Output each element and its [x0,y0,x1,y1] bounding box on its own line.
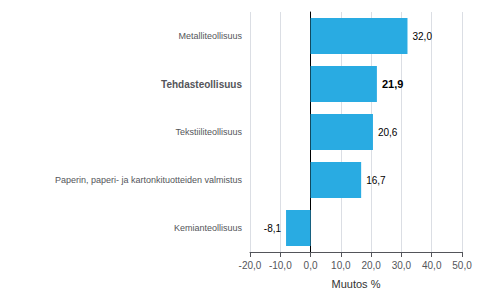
svg-text:10,0: 10,0 [331,260,351,271]
svg-text:-8,1: -8,1 [264,223,282,234]
svg-text:Tekstiiliteollisuus: Tekstiiliteollisuus [175,127,242,137]
svg-text:-10,0: -10,0 [269,260,292,271]
svg-text:Muutos %: Muutos % [332,278,381,290]
svg-text:0,0: 0,0 [304,260,318,271]
svg-text:32,0: 32,0 [412,31,432,42]
svg-text:40,0: 40,0 [422,260,442,271]
svg-text:30,0: 30,0 [392,260,412,271]
svg-text:Tehdasteollisuus: Tehdasteollisuus [161,79,242,90]
svg-text:20,6: 20,6 [378,127,398,138]
svg-text:Kemianteollisuus: Kemianteollisuus [174,223,243,233]
svg-text:Metalliteollisuus: Metalliteollisuus [178,31,242,41]
svg-text:50,0: 50,0 [452,260,472,271]
svg-text:-20,0: -20,0 [239,260,262,271]
svg-text:16,7: 16,7 [366,175,386,186]
svg-text:Paperin, paperi- ja kartonkitu: Paperin, paperi- ja kartonkituotteiden v… [55,175,243,185]
svg-text:20,0: 20,0 [361,260,381,271]
svg-text:21,9: 21,9 [382,78,403,90]
